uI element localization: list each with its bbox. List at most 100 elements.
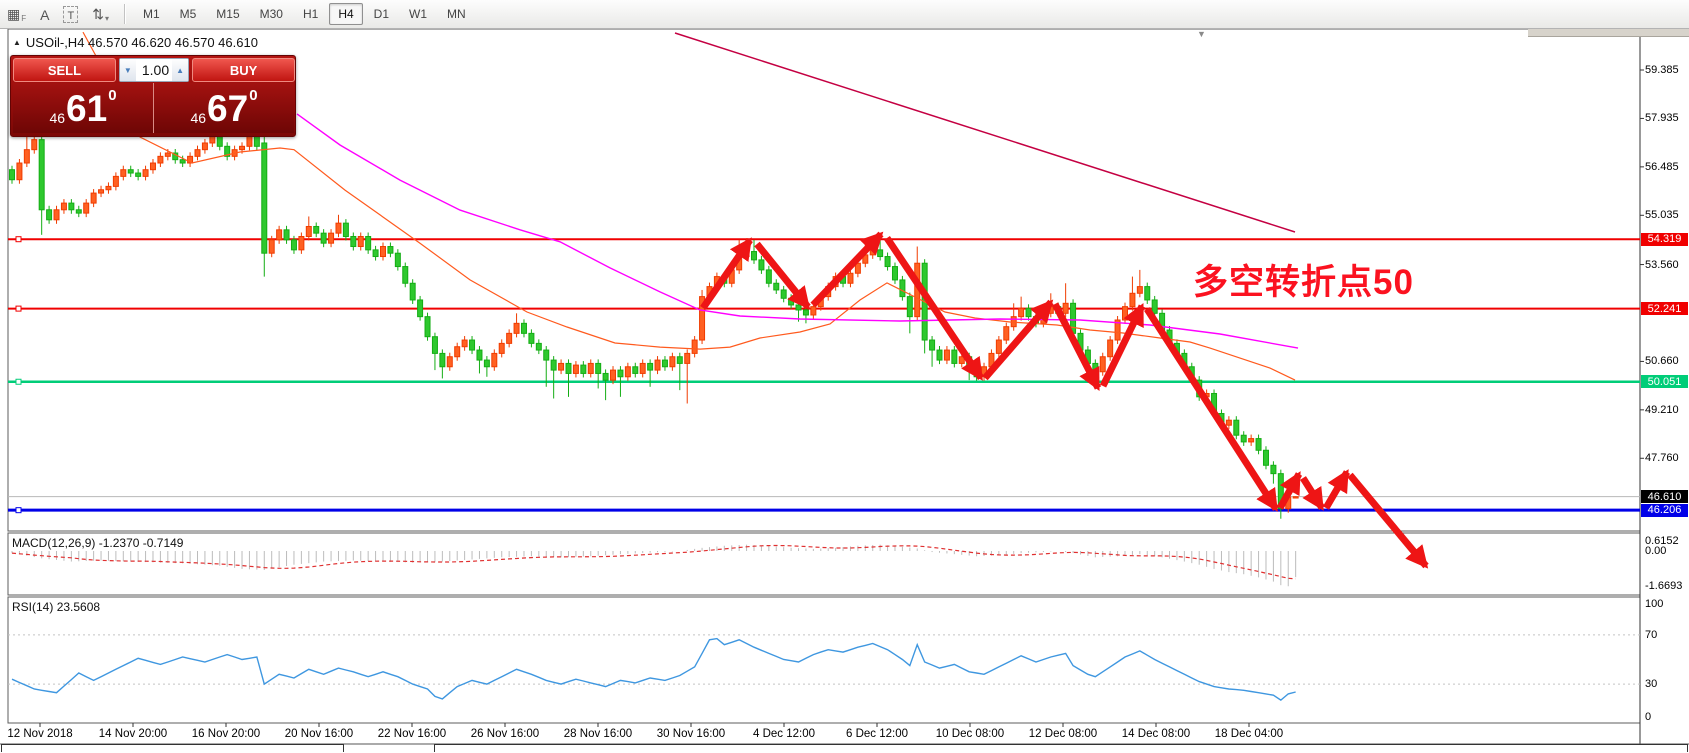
arrow-tools-icon[interactable]: ⇅ ▾ bbox=[92, 5, 109, 23]
price-badge-46.610: 46.610 bbox=[1641, 490, 1688, 504]
text-box-icon[interactable]: T bbox=[63, 5, 79, 23]
trend-arrow[interactable] bbox=[1051, 302, 1102, 391]
price-badge-50.051: 50.051 bbox=[1641, 375, 1688, 389]
level-anchor-icon[interactable] bbox=[15, 236, 22, 243]
candle-body bbox=[1262, 449, 1269, 466]
indicator-window-icon[interactable]: ▦ F bbox=[7, 5, 27, 23]
candle-body bbox=[164, 152, 171, 157]
candle-body bbox=[380, 246, 386, 258]
timeframe-bar: M1 M5 M15 M30 H1 H4 D1 W1 MN bbox=[133, 3, 476, 25]
price-axis-label: 57.935 bbox=[1645, 112, 1679, 125]
candle-body bbox=[476, 349, 483, 361]
price-axis-label: 49.210 bbox=[1645, 403, 1679, 416]
candle-body bbox=[90, 192, 97, 204]
level-anchor-icon[interactable] bbox=[15, 378, 22, 385]
text-label-icon[interactable]: A bbox=[40, 6, 50, 23]
candle-body bbox=[899, 279, 906, 298]
candle-body bbox=[246, 135, 253, 147]
chart-annotation-text[interactable]: 多空转折点50 bbox=[1193, 263, 1414, 302]
sell-price-display[interactable]: 46 61 0 bbox=[13, 83, 154, 133]
candle-body bbox=[461, 339, 468, 348]
buy-button[interactable]: BUY bbox=[192, 58, 295, 82]
candle-body bbox=[23, 149, 30, 164]
timeframe-H4[interactable]: H4 bbox=[329, 3, 363, 25]
timeframe-D1[interactable]: D1 bbox=[373, 7, 390, 21]
trend-arrow[interactable] bbox=[884, 236, 984, 381]
rsi-axis-label: 100 bbox=[1645, 598, 1664, 610]
timeframe-MN[interactable]: MN bbox=[447, 7, 466, 21]
volume-value[interactable]: 1.00 bbox=[141, 62, 170, 78]
time-axis-label: 22 Nov 16:00 bbox=[377, 728, 447, 740]
candle-body bbox=[765, 269, 772, 284]
trend-arrow[interactable] bbox=[1322, 469, 1351, 510]
macd-axis-label: 0.6152 bbox=[1645, 535, 1679, 547]
rsi-axis-label: 0 bbox=[1645, 711, 1652, 723]
candle-body bbox=[1225, 419, 1232, 426]
price-badge-54.319: 54.319 bbox=[1641, 232, 1688, 246]
candle-body bbox=[565, 362, 572, 374]
candle-body bbox=[1136, 286, 1143, 294]
price-axis-label: 59.385 bbox=[1645, 64, 1679, 76]
candle-body bbox=[357, 235, 364, 248]
sell-button[interactable]: SELL bbox=[13, 58, 116, 82]
candle-body bbox=[224, 145, 231, 157]
timeframe-M5[interactable]: M5 bbox=[179, 7, 197, 21]
candle-body bbox=[773, 282, 780, 291]
trend-arrow[interactable] bbox=[982, 299, 1054, 381]
timeframe-W1[interactable]: W1 bbox=[409, 7, 428, 21]
volume-down-icon[interactable]: ▼ bbox=[119, 59, 136, 81]
level-anchor-icon[interactable] bbox=[15, 305, 22, 312]
buy-price-display[interactable]: 46 67 0 bbox=[154, 83, 294, 133]
candle-body bbox=[1144, 286, 1151, 301]
collapse-icon[interactable]: ▲ bbox=[13, 38, 21, 47]
time-axis-label: 12 Dec 08:00 bbox=[1028, 728, 1098, 740]
trend-arrow[interactable] bbox=[1347, 472, 1429, 569]
price-axis-label: 53.560 bbox=[1645, 258, 1679, 271]
candle-body bbox=[1292, 496, 1299, 499]
timeframe-M1[interactable]: M1 bbox=[142, 7, 160, 21]
descending-trendline[interactable] bbox=[674, 32, 1296, 233]
candle-body bbox=[120, 169, 127, 177]
volume-up-icon[interactable]: ▲ bbox=[172, 59, 189, 81]
candle-body bbox=[290, 239, 297, 251]
candle-body bbox=[194, 149, 201, 157]
candle-body bbox=[943, 349, 950, 361]
price-axis-label: 47.760 bbox=[1645, 452, 1679, 465]
candle-body bbox=[854, 262, 861, 274]
candle-body bbox=[68, 202, 75, 211]
timeframe-M15[interactable]: M15 bbox=[216, 7, 240, 21]
candle-body bbox=[847, 272, 854, 284]
candle-body bbox=[491, 352, 498, 368]
trend-arrow[interactable] bbox=[1099, 302, 1146, 388]
trend-arrow[interactable] bbox=[810, 231, 884, 308]
candle-body bbox=[38, 139, 45, 211]
candle-body bbox=[498, 342, 505, 354]
candle-body bbox=[1240, 434, 1247, 443]
trend-arrow[interactable] bbox=[700, 237, 753, 310]
macd-axis-label: 0.00 bbox=[1645, 545, 1667, 557]
candle-body bbox=[142, 169, 149, 177]
timeframe-M30[interactable]: M30 bbox=[259, 7, 283, 21]
candle-body bbox=[795, 304, 802, 311]
candle-body bbox=[550, 359, 557, 371]
candle-body bbox=[157, 155, 164, 164]
trend-arrow[interactable] bbox=[754, 241, 811, 310]
trend-arrow[interactable] bbox=[1300, 476, 1325, 511]
candle-body bbox=[446, 356, 453, 368]
candle-body bbox=[261, 142, 268, 254]
candle-body bbox=[372, 249, 379, 258]
candle-body bbox=[535, 342, 542, 351]
chart-shift-icon[interactable]: ▼ bbox=[1197, 29, 1206, 39]
candle-body bbox=[483, 359, 490, 368]
candle-body bbox=[201, 142, 208, 151]
timeframe-H1[interactable]: H1 bbox=[302, 7, 319, 21]
volume-stepper[interactable]: ▼ 1.00 ▲ bbox=[118, 58, 190, 82]
ma-slow-line bbox=[296, 113, 1299, 349]
level-anchor-icon[interactable] bbox=[15, 507, 22, 514]
candle-body bbox=[83, 202, 90, 214]
trend-arrow[interactable] bbox=[1144, 307, 1279, 512]
candle-body bbox=[1129, 292, 1136, 308]
candle-body bbox=[402, 266, 409, 284]
trend-arrow[interactable] bbox=[1276, 471, 1303, 510]
